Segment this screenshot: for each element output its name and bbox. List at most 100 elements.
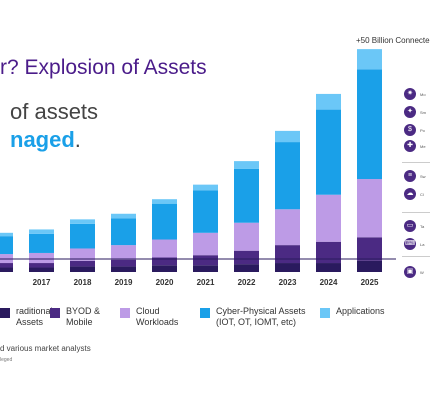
panel-item-5: ☁ Cl bbox=[404, 188, 424, 200]
bar-2023-series-3 bbox=[275, 142, 300, 210]
headline-line1: of assets bbox=[10, 99, 99, 124]
headline-accent: naged bbox=[10, 127, 75, 152]
x-tick-label-2023: 2023 bbox=[279, 278, 297, 287]
bar-2023-series-0 bbox=[275, 263, 300, 272]
bar-2023-series-2 bbox=[275, 209, 300, 246]
x-tick-label-2025: 2025 bbox=[361, 278, 379, 287]
x-tick-label-2018: 2018 bbox=[74, 278, 92, 287]
server-icon: ≡ bbox=[404, 170, 416, 182]
bar-2021-series-1 bbox=[193, 255, 218, 266]
bar-2023-series-1 bbox=[275, 245, 300, 264]
dollar-icon: $ bbox=[404, 124, 416, 136]
x-tick-label-2019: 2019 bbox=[115, 278, 133, 287]
bar-2019-series-2 bbox=[111, 245, 136, 260]
bar-2022-series-4 bbox=[234, 161, 259, 169]
panel-item-label: Mo bbox=[420, 91, 426, 97]
bar-2022-series-0 bbox=[234, 264, 259, 272]
source-note: d various market analysts bbox=[0, 344, 91, 353]
medical-icon: ✚ bbox=[404, 140, 416, 152]
legend-swatch-cloud bbox=[120, 308, 130, 318]
tablet-icon: ▭ bbox=[404, 220, 416, 232]
bar-2024-series-3 bbox=[316, 109, 341, 195]
bar-2016-series-3 bbox=[0, 236, 13, 255]
legend-swatch-byod bbox=[50, 308, 60, 318]
panel-item-label: Sm bbox=[420, 109, 426, 115]
panel-item-6: ▭ Ta bbox=[404, 220, 424, 232]
panel-divider-0 bbox=[402, 162, 430, 163]
bar-2023-series-4 bbox=[275, 130, 300, 143]
bar-2016-series-1 bbox=[0, 263, 13, 268]
bar-2018-series-1 bbox=[70, 260, 95, 267]
monitor-icon: ▣ bbox=[404, 266, 416, 278]
network-icon: ✷ bbox=[404, 88, 416, 100]
bar-2019-series-4 bbox=[111, 213, 136, 219]
bar-2017-series-0 bbox=[29, 267, 54, 272]
legend-label-applications: Applications bbox=[336, 306, 385, 316]
stacked-bar-chart: 2017 2018 2019 2020 2021 2022 2023 2024 2025 bbox=[0, 49, 396, 287]
device-category-panel: ✷ Mo ✦ Sm $ Po ✚ Me ≡ Sw ☁ Cl ▭ Ta ⌨ La ▣ W bbox=[398, 84, 430, 284]
panel-item-4: ≡ Sw bbox=[404, 170, 426, 182]
legend-swatch-cyber-physical bbox=[200, 308, 210, 318]
bar-2020-series-2 bbox=[152, 239, 177, 258]
bar-2018-series-4 bbox=[70, 219, 95, 224]
legend-item-cloud: Cloud Workloads bbox=[120, 306, 188, 328]
panel-item-label: W bbox=[420, 269, 424, 275]
lightbulb-icon: ✦ bbox=[404, 106, 416, 118]
panel-divider-1 bbox=[402, 212, 430, 213]
bar-2019-series-0 bbox=[111, 266, 136, 272]
bar-2019-series-1 bbox=[111, 259, 136, 267]
bar-2019-series-3 bbox=[111, 218, 136, 246]
chart-annotation: +50 Billion Connected bbox=[356, 36, 430, 45]
bar-2020-series-1 bbox=[152, 257, 177, 266]
panel-item-0: ✷ Mo bbox=[404, 88, 426, 100]
slide-title: r? Explosion of Assets bbox=[0, 56, 207, 79]
bar-2025-series-2 bbox=[357, 179, 382, 238]
footnote: leged bbox=[0, 357, 13, 363]
panel-item-label: Cl bbox=[420, 191, 424, 197]
x-tick-label-2024: 2024 bbox=[320, 278, 338, 287]
panel-item-3: ✚ Me bbox=[404, 140, 426, 152]
bar-2021-series-3 bbox=[193, 190, 218, 233]
bar-2024-series-4 bbox=[316, 93, 341, 110]
bar-2020-series-3 bbox=[152, 203, 177, 240]
legend-item-cyber-physical: Cyber-Physical Assets (IOT, OT, IOMT, et… bbox=[200, 306, 318, 328]
bar-2025-series-4 bbox=[357, 49, 382, 70]
legend-item-byod: BYOD & Mobile bbox=[50, 306, 112, 328]
legend-swatch-applications bbox=[320, 308, 330, 318]
legend-label-byod: BYOD & Mobile bbox=[66, 306, 101, 327]
bar-2017-series-1 bbox=[29, 263, 54, 268]
bar-2022-series-2 bbox=[234, 222, 259, 251]
x-tick-label-2021: 2021 bbox=[197, 278, 215, 287]
bar-2020-series-0 bbox=[152, 265, 177, 272]
panel-item-8: ▣ W bbox=[404, 266, 424, 278]
panel-item-label: La bbox=[420, 241, 425, 247]
bar-2024-series-2 bbox=[316, 194, 341, 242]
legend-item-applications: Applications bbox=[320, 306, 396, 318]
bar-2018-series-0 bbox=[70, 266, 95, 272]
x-tick-label-2020: 2020 bbox=[156, 278, 174, 287]
panel-item-label: Me bbox=[420, 143, 426, 149]
legend-label-cloud: Cloud Workloads bbox=[136, 306, 179, 327]
bar-2020-series-4 bbox=[152, 199, 177, 204]
panel-divider-2 bbox=[402, 256, 430, 257]
bar-2024-series-0 bbox=[316, 263, 341, 272]
bar-2017-series-4 bbox=[29, 229, 54, 234]
bar-2025-series-3 bbox=[357, 69, 382, 180]
bar-2017-series-2 bbox=[29, 252, 54, 264]
bar-2021-series-2 bbox=[193, 232, 218, 256]
bar-2022-series-1 bbox=[234, 250, 259, 265]
x-tick-label-2022: 2022 bbox=[238, 278, 256, 287]
bar-2016-series-0 bbox=[0, 267, 13, 272]
bar-2021-series-0 bbox=[193, 265, 218, 272]
bar-2017-series-3 bbox=[29, 233, 54, 253]
bar-2018-series-3 bbox=[70, 223, 95, 249]
bar-2018-series-2 bbox=[70, 248, 95, 261]
panel-item-2: $ Po bbox=[404, 124, 425, 136]
laptop-icon: ⌨ bbox=[404, 238, 416, 250]
panel-item-label: Ta bbox=[420, 223, 425, 229]
legend-item-traditional: raditional Assets bbox=[0, 306, 53, 328]
panel-item-1: ✦ Sm bbox=[404, 106, 426, 118]
legend-label-cyber-physical: Cyber-Physical Assets (IOT, OT, IOMT, et… bbox=[216, 306, 306, 327]
bar-2021-series-4 bbox=[193, 184, 218, 191]
bar-2022-series-3 bbox=[234, 168, 259, 223]
